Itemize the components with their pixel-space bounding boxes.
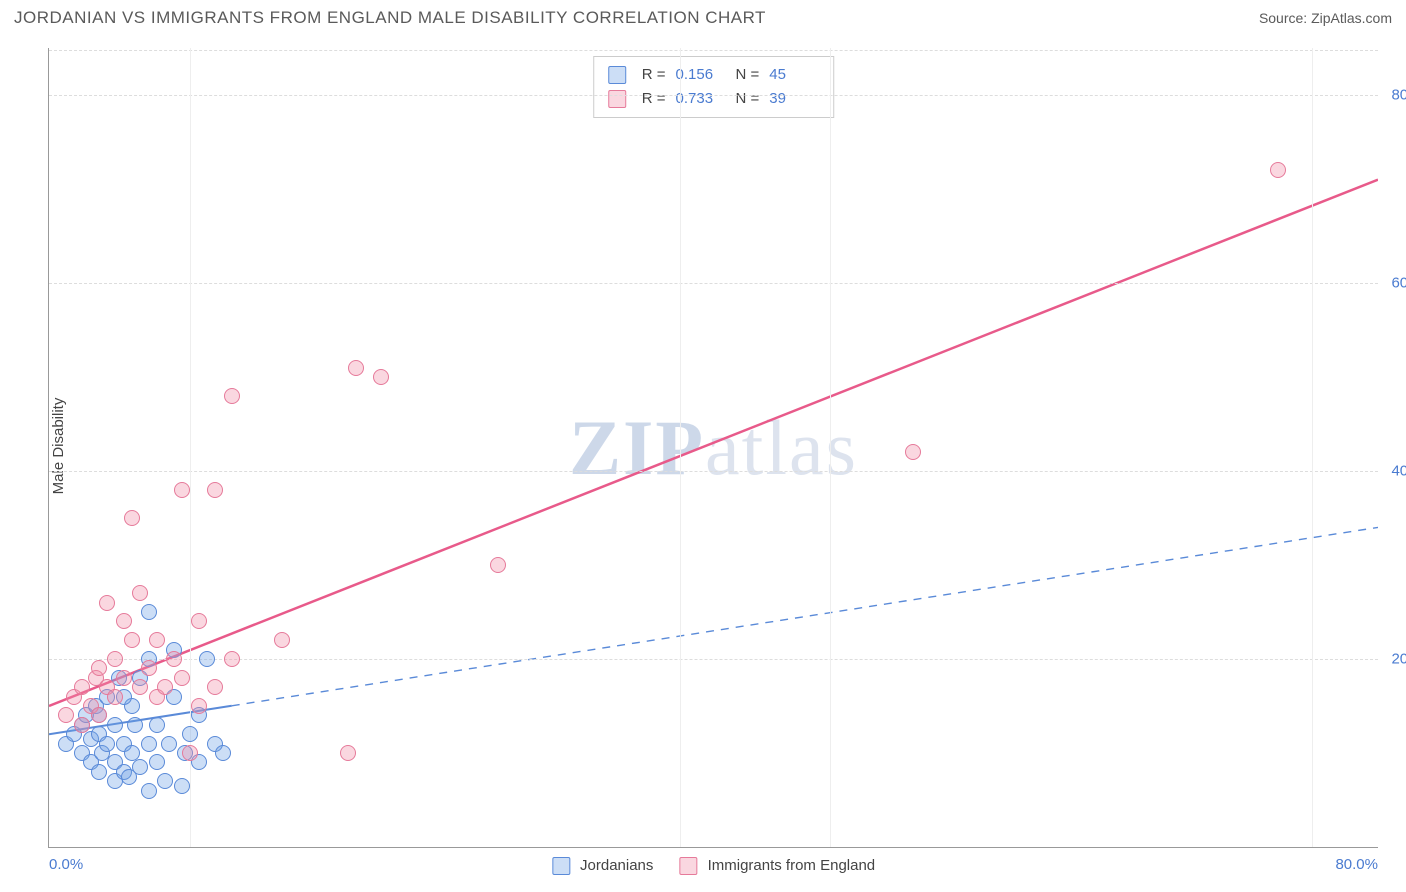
- scatter-point-series2: [166, 651, 182, 667]
- source-label: Source: ZipAtlas.com: [1259, 10, 1392, 26]
- scatter-point-series1: [99, 736, 115, 752]
- scatter-point-series2: [1270, 162, 1286, 178]
- xtick-label: 80.0%: [1335, 856, 1378, 873]
- scatter-point-series2: [191, 613, 207, 629]
- gridline-h: [49, 95, 1378, 96]
- scatter-point-series1: [182, 726, 198, 742]
- scatter-point-series2: [490, 557, 506, 573]
- scatter-point-series2: [107, 651, 123, 667]
- ytick-label: 20.0%: [1391, 651, 1406, 668]
- scatter-point-series1: [141, 783, 157, 799]
- scatter-point-series1: [141, 736, 157, 752]
- swatch-series2-icon: [679, 857, 697, 875]
- gridline-v: [680, 48, 681, 847]
- scatter-point-series2: [99, 595, 115, 611]
- scatter-point-series2: [116, 670, 132, 686]
- scatter-point-series1: [157, 773, 173, 789]
- swatch-series2: [608, 90, 626, 108]
- scatter-point-series2: [191, 698, 207, 714]
- scatter-point-series1: [127, 717, 143, 733]
- scatter-point-series2: [207, 482, 223, 498]
- scatter-point-series2: [340, 745, 356, 761]
- scatter-point-series2: [124, 632, 140, 648]
- scatter-point-series1: [215, 745, 231, 761]
- stats-row-series1: R = 0.156 N = 45: [608, 63, 820, 87]
- scatter-point-series1: [141, 604, 157, 620]
- scatter-point-series1: [107, 717, 123, 733]
- watermark: ZIPatlas: [569, 403, 858, 493]
- legend-item-series1: Jordanians: [552, 857, 654, 875]
- scatter-point-series2: [91, 707, 107, 723]
- swatch-series1-icon: [552, 857, 570, 875]
- scatter-point-series2: [74, 717, 90, 733]
- scatter-point-series2: [116, 613, 132, 629]
- legend-label-series1: Jordanians: [580, 857, 653, 874]
- xtick-label: 0.0%: [49, 856, 83, 873]
- scatter-point-series1: [174, 778, 190, 794]
- scatter-point-series1: [91, 764, 107, 780]
- scatter-point-series2: [157, 679, 173, 695]
- scatter-point-series2: [174, 482, 190, 498]
- scatter-point-series2: [132, 585, 148, 601]
- gridline-h: [49, 471, 1378, 472]
- ytick-label: 80.0%: [1391, 87, 1406, 104]
- scatter-point-series2: [58, 707, 74, 723]
- scatter-point-series2: [373, 369, 389, 385]
- gridline-v: [1312, 48, 1313, 847]
- scatter-point-series1: [132, 759, 148, 775]
- stats-legend: R = 0.156 N = 45 R = 0.733 N = 39: [593, 56, 835, 118]
- scatter-point-series2: [207, 679, 223, 695]
- scatter-point-series2: [274, 632, 290, 648]
- scatter-point-series2: [224, 651, 240, 667]
- scatter-point-series2: [174, 670, 190, 686]
- scatter-point-series1: [161, 736, 177, 752]
- chart-title: JORDANIAN VS IMMIGRANTS FROM ENGLAND MAL…: [14, 8, 766, 28]
- scatter-point-series2: [149, 632, 165, 648]
- scatter-point-series1: [149, 717, 165, 733]
- trend-lines: [49, 48, 1378, 847]
- series-legend: Jordanians Immigrants from England: [552, 857, 875, 875]
- ytick-label: 40.0%: [1391, 463, 1406, 480]
- stats-row-series2: R = 0.733 N = 39: [608, 87, 820, 111]
- swatch-series1: [608, 66, 626, 84]
- scatter-point-series2: [132, 679, 148, 695]
- legend-item-series2: Immigrants from England: [679, 857, 875, 875]
- scatter-point-series2: [348, 360, 364, 376]
- scatter-point-series1: [149, 754, 165, 770]
- gridline-h: [49, 283, 1378, 284]
- scatter-point-series2: [905, 444, 921, 460]
- legend-label-series2: Immigrants from England: [708, 857, 876, 874]
- scatter-point-series2: [182, 745, 198, 761]
- scatter-point-series1: [199, 651, 215, 667]
- scatter-point-series2: [224, 388, 240, 404]
- chart-plot-area: ZIPatlas R = 0.156 N = 45 R = 0.733 N = …: [48, 48, 1378, 848]
- gridline-h: [49, 50, 1378, 51]
- scatter-point-series2: [141, 660, 157, 676]
- ytick-label: 60.0%: [1391, 275, 1406, 292]
- scatter-point-series2: [124, 510, 140, 526]
- gridline-v: [830, 48, 831, 847]
- gridline-h: [49, 659, 1378, 660]
- scatter-point-series2: [107, 689, 123, 705]
- scatter-point-series2: [91, 660, 107, 676]
